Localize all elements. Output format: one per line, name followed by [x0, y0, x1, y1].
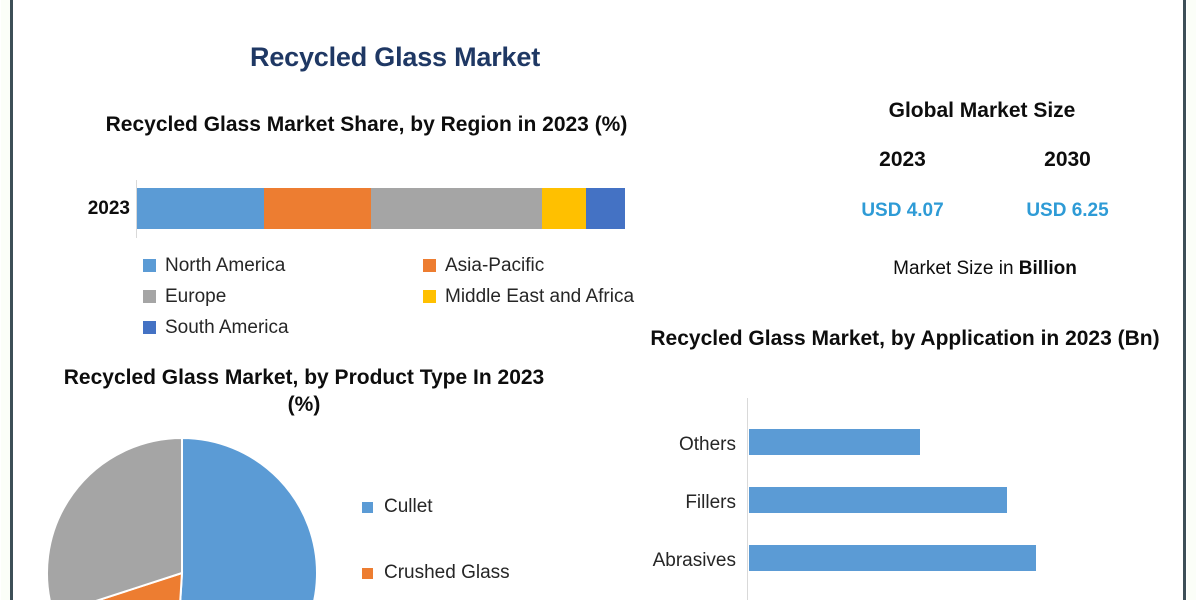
application-chart-axis — [747, 398, 748, 600]
region-chart-axis — [136, 180, 137, 238]
legend-swatch-icon — [143, 321, 156, 334]
product-legend-item[interactable]: Cullet — [362, 474, 592, 540]
region-legend-item[interactable]: Europe — [143, 281, 423, 312]
region-segment-0 — [137, 188, 264, 229]
frame-right-tint — [1187, 0, 1196, 600]
application-bar-chart: Others Fillers Abrasives Highway — [600, 398, 1200, 600]
gms-right-value: USD 6.25 — [1026, 200, 1109, 221]
region-segment-4 — [585, 188, 625, 229]
page-title: Recycled Glass Market — [250, 42, 540, 72]
region-stacked-bar — [137, 188, 625, 229]
application-category-label: Others — [678, 434, 736, 455]
region-share-chart: 2023 — [40, 178, 640, 240]
frame-left-tint — [1, 0, 10, 600]
region-legend: North America Asia-Pacific Europe Middle Ea… — [143, 250, 703, 343]
gms-right-year: 2030 — [1044, 148, 1091, 171]
product-type-legend: Cullet Crushed Glass — [362, 474, 592, 600]
application-category-label: Abrasives — [652, 550, 736, 571]
region-legend-item[interactable]: Asia-Pacific — [423, 250, 703, 281]
global-market-size-title: Global Market Size — [888, 99, 1076, 122]
global-market-size-values: USD 4.07 USD 6.25 — [820, 200, 1150, 222]
region-legend-label: Europe — [165, 285, 227, 307]
application-bar — [749, 545, 1036, 571]
region-legend-label: Asia-Pacific — [445, 254, 545, 276]
application-row: Abrasives — [600, 534, 1200, 592]
product-type-pie-chart — [46, 438, 318, 600]
region-legend-item[interactable]: Middle East and Africa — [423, 281, 703, 312]
region-segment-3 — [542, 188, 586, 229]
application-row: Highway — [600, 592, 1200, 600]
application-bar — [749, 429, 920, 455]
application-row: Fillers — [600, 476, 1200, 534]
gms-footnote-prefix: Market Size in — [893, 258, 1019, 279]
global-market-size-footnote: Market Size in Billion — [820, 258, 1150, 280]
application-category-label: Fillers — [685, 492, 736, 513]
pie-slice-cullet — [179, 438, 318, 600]
region-category-label: 2023 — [87, 198, 130, 219]
legend-swatch-icon — [423, 290, 436, 303]
product-legend-label: Crushed Glass — [384, 562, 510, 583]
legend-swatch-icon — [143, 290, 156, 303]
product-legend-label: Cullet — [384, 496, 433, 517]
region-legend-item[interactable]: South America — [143, 312, 423, 343]
product-chart-title: Recycled Glass Market, by Product Type I… — [63, 366, 545, 416]
frame-right-border — [1183, 0, 1186, 600]
legend-swatch-icon — [362, 567, 373, 579]
legend-swatch-icon — [143, 259, 156, 272]
application-chart-title: Recycled Glass Market, by Application in… — [650, 327, 1160, 350]
region-chart-title: Recycled Glass Market Share, by Region i… — [105, 113, 628, 136]
pie-slice-other — [46, 438, 183, 600]
application-row: Others — [600, 418, 1200, 476]
pie-slice-crushed-glass — [95, 571, 184, 600]
region-legend-label: South America — [165, 316, 289, 338]
product-legend-item[interactable]: Crushed Glass — [362, 540, 592, 600]
gms-footnote-unit: Billion — [1018, 258, 1077, 279]
application-bar — [749, 487, 1007, 513]
legend-swatch-icon — [423, 259, 436, 272]
region-legend-label: Middle East and Africa — [445, 285, 635, 307]
pie-svg — [46, 438, 318, 600]
region-legend-item[interactable]: North America — [143, 250, 423, 281]
frame-left-border — [10, 0, 13, 600]
gms-left-year: 2023 — [879, 148, 926, 171]
legend-swatch-icon — [362, 501, 373, 513]
region-legend-label: North America — [165, 254, 286, 276]
gms-left-value: USD 4.07 — [861, 200, 944, 221]
global-market-size-years: 2023 2030 — [820, 148, 1150, 172]
region-segment-2 — [371, 188, 543, 229]
region-segment-1 — [263, 188, 372, 229]
